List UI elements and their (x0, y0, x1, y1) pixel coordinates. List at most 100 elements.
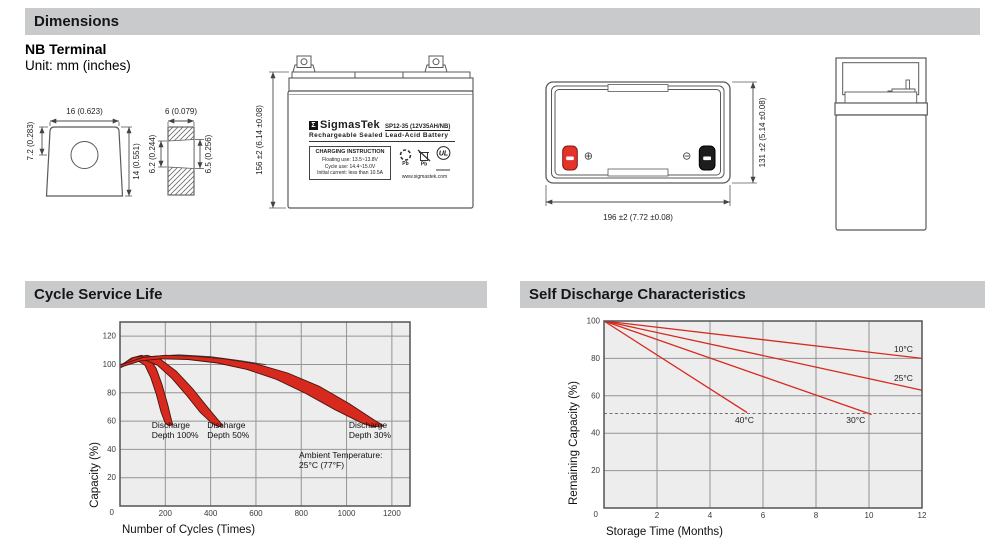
brand-name: SigmasTek (320, 119, 380, 131)
model-number: SP12-35 (12V35AH/NB) (384, 120, 451, 131)
terminal-hole (70, 141, 99, 169)
dimension-top-width: 196 ±2 (7.72 ±0.08) (545, 185, 731, 222)
chart-frame (119, 321, 411, 507)
brand-row: Σ SigmasTek SP12-35 (12V35AH/NB) (309, 119, 455, 131)
origin-label: 0 (110, 508, 115, 517)
terminal-height-dim-label: 14 (0.551) (132, 143, 141, 180)
cycle-service-life-header: Cycle Service Life (25, 281, 487, 308)
dimension-width: 16 (0.623) (49, 107, 120, 126)
dimension-slot-left: 6.2 (0.244) (148, 134, 167, 173)
charging-instruction-box: CHARGING INSTRUCTION Floating use: 13.5~… (309, 146, 391, 180)
annotation-line: Ambient Temperature: (299, 450, 382, 460)
series-label: 10°C (894, 344, 913, 354)
svg-text:Pb: Pb (402, 161, 408, 166)
dimension-front-height: 156 ±2 (6.14 ±0.08) (255, 71, 289, 209)
pb-recycle-icon: Pb (399, 149, 412, 171)
x-tick-label: 6 (761, 511, 766, 520)
series-line (603, 320, 923, 391)
positive-symbol: ⊕ (584, 151, 593, 163)
annotation-line: Depth 100% (152, 430, 199, 440)
battery-side-view-drawing (834, 57, 928, 231)
battery-case (287, 90, 474, 209)
annotation-line: 25°C (77°F) (299, 460, 344, 470)
y-tick-label: 100 (587, 317, 601, 326)
series-line (603, 320, 748, 414)
unit-note: Unit: mm (inches) (25, 58, 131, 73)
chart-annotation: Ambient Temperature: 25°C (77°F) (299, 450, 382, 470)
series-line (603, 320, 872, 416)
y-tick-label: 80 (591, 354, 600, 363)
right-terminal (428, 55, 444, 68)
y-tick-label: 40 (591, 429, 600, 438)
x-tick-label: 2 (655, 511, 660, 520)
x-tick-label: 4 (708, 511, 713, 520)
x-axis-title: Storage Time (Months) (606, 526, 723, 538)
section-width-dim-label: 6 (0.079) (165, 107, 197, 116)
nb-terminal-heading: NB Terminal (25, 41, 107, 57)
y-tick-label: 120 (103, 332, 117, 341)
dimension-slot-right: 6.5 (0.256) (195, 134, 213, 173)
annotation-line: Discharge (349, 420, 388, 430)
x-tick-label: 800 (295, 509, 309, 518)
chart-annotation: Discharge Depth 50% (207, 420, 249, 440)
pb-crossed-bin-icon: Pb (417, 149, 431, 171)
chart-annotation: Discharge Depth 30% (349, 420, 391, 440)
annotation-line: Discharge (207, 420, 246, 430)
top-width-dim-label: 196 ±2 (7.72 ±0.08) (603, 213, 673, 222)
dimension-top-depth: 131 ±2 (5.14 ±0.08) (732, 81, 767, 184)
terminal-front-drawing: 16 (0.623) 7.2 (0.283) 14 (0.551) (26, 107, 141, 197)
cycle-service-life-chart: 200 400 600 800 1000 1200204060801001200Disch… (89, 321, 411, 536)
charging-title: CHARGING INSTRUCTION (315, 149, 385, 155)
ul-file-number (435, 169, 450, 171)
charging-line-initial: Initial current: less than 10.5A (317, 170, 383, 176)
svg-text:Pb: Pb (420, 162, 426, 167)
battery-front-view-drawing: 156 ±2 (6.14 ±0.08) (255, 55, 474, 209)
battery-type-line: Rechargeable Sealed Lead-Acid Battery (309, 131, 455, 142)
terminal-slot (167, 139, 195, 169)
battery-top-view-drawing: ⊕ ⊖ 196 ±2 (7.72 ±0.08) 131 ±2 (5.14 ±0.… (545, 81, 767, 222)
y-tick-label: 60 (591, 391, 600, 400)
terminal-width-dim-label: 16 (0.623) (66, 107, 103, 116)
dimensions-section-title: Dimensions (34, 13, 120, 30)
left-terminal (296, 55, 312, 68)
terminal-hole-dim-label: 7.2 (0.283) (26, 121, 35, 160)
x-tick-label: 10 (865, 511, 874, 520)
series-label: 40°C (735, 415, 754, 425)
y-tick-label: 40 (107, 445, 116, 454)
charging-line-cycle: Cycle use: 14.4~15.0V (324, 163, 376, 170)
x-tick-label: 400 (204, 509, 218, 518)
y-axis-title: Remaining Capacity (%) (568, 381, 580, 505)
side-case (835, 114, 927, 231)
y-tick-label: 100 (103, 360, 117, 369)
slot-left-dim-label: 6.2 (0.244) (148, 134, 157, 173)
annotation-line: Discharge (152, 420, 191, 430)
self-discharge-chart: 10°C 25°C 30°C 40°C 2 4 6 8 10 12 20 40 60 80 100 0 Stor… (568, 317, 927, 539)
y-tick-label: 80 (107, 388, 116, 397)
x-tick-label: 8 (814, 511, 819, 520)
dimension-hole-offset: 7.2 (0.283) (26, 121, 48, 160)
charging-line-float: Floating use: 13.5~13.8V (322, 157, 378, 163)
dimension-section-width: 6 (0.079) (165, 107, 197, 126)
chart-annotation: Discharge Depth 100% (152, 420, 199, 440)
svg-text:UL: UL (438, 151, 447, 158)
negative-symbol: ⊖ (682, 151, 691, 163)
top-notch (607, 84, 669, 92)
self-discharge-title: Self Discharge Characteristics (529, 286, 746, 303)
dimension-height: 14 (0.551) (121, 126, 141, 197)
y-axis-title: Capacity (%) (89, 442, 101, 508)
annotation-line: Depth 30% (349, 430, 391, 440)
front-height-dim-label: 156 ±2 (6.14 ±0.08) (255, 105, 264, 175)
bottom-notch (607, 168, 669, 177)
website-text: www.sigmastek.com (401, 174, 448, 180)
x-tick-label: 1000 (338, 509, 356, 518)
y-tick-label: 60 (107, 417, 116, 426)
x-axis-title: Number of Cycles (Times) (122, 524, 255, 536)
slot-right-dim-label: 6.5 (0.256) (204, 134, 213, 173)
ul-listed-icon: UL (435, 146, 451, 171)
annotation-line: Depth 50% (207, 430, 249, 440)
self-discharge-header: Self Discharge Characteristics (520, 281, 985, 308)
series-line (603, 320, 923, 360)
dimensions-section-header: Dimensions (25, 8, 980, 35)
chart-frame (603, 320, 923, 509)
